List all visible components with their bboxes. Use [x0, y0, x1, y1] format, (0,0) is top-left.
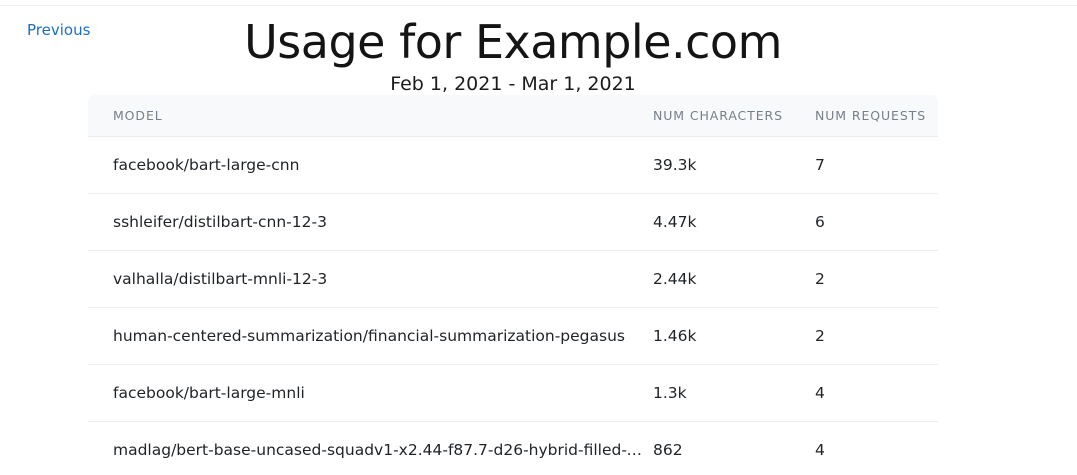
cell-num_chars: 1.3k: [653, 364, 815, 422]
cell-num_chars: 4.47k: [653, 193, 815, 251]
cell-num_requests: 4: [815, 421, 938, 475]
table-row[interactable]: facebook/bart-large-cnn 39.3k 7: [88, 136, 938, 194]
cell-model: human-centered-summarization/financial-s…: [88, 307, 653, 365]
table-row[interactable]: valhalla/distilbart-mnli-12-3 2.44k 2: [88, 250, 938, 308]
cell-model: valhalla/distilbart-mnli-12-3: [88, 250, 653, 308]
cell-model: madlag/bert-base-uncased-squadv1-x2.44-f…: [88, 421, 653, 475]
cell-num_chars: 2.44k: [653, 250, 815, 308]
cell-model: facebook/bart-large-mnli: [88, 364, 653, 422]
cell-num_requests: 4: [815, 364, 938, 422]
table-header: MODEL NUM CHARACTERS NUM REQUESTS: [88, 95, 938, 137]
cell-num_requests: 6: [815, 193, 938, 251]
table-row[interactable]: facebook/bart-large-mnli 1.3k 4: [88, 364, 938, 422]
cell-num_chars: 39.3k: [653, 136, 815, 194]
table-row[interactable]: human-centered-summarization/financial-s…: [88, 307, 938, 365]
table-row[interactable]: sshleifer/distilbart-cnn-12-3 4.47k 6: [88, 193, 938, 251]
page-header: Usage for Example.com Feb 1, 2021 - Mar …: [0, 14, 1026, 96]
cell-num_chars: 1.46k: [653, 307, 815, 365]
usage-table-container: MODEL NUM CHARACTERS NUM REQUESTS facebo…: [88, 95, 938, 475]
column-header-model[interactable]: MODEL: [88, 95, 653, 137]
cell-num_requests: 2: [815, 307, 938, 365]
cell-num_requests: 7: [815, 136, 938, 194]
date-range-subtitle: Feb 1, 2021 - Mar 1, 2021: [390, 73, 636, 95]
column-header-num-characters[interactable]: NUM CHARACTERS: [653, 95, 815, 137]
cell-model: facebook/bart-large-cnn: [88, 136, 653, 194]
table-row[interactable]: madlag/bert-base-uncased-squadv1-x2.44-f…: [88, 421, 938, 475]
column-header-num-requests[interactable]: NUM REQUESTS: [815, 95, 938, 137]
cell-model: sshleifer/distilbart-cnn-12-3: [88, 193, 653, 251]
table-header-row: MODEL NUM CHARACTERS NUM REQUESTS: [88, 95, 938, 137]
page-title: Usage for Example.com: [244, 15, 782, 69]
table-body: facebook/bart-large-cnn 39.3k 7 sshleifer/d…: [88, 136, 938, 475]
cell-num_requests: 2: [815, 250, 938, 308]
usage-table: MODEL NUM CHARACTERS NUM REQUESTS facebo…: [88, 95, 938, 475]
previous-link[interactable]: Previous: [27, 21, 91, 39]
cell-num_chars: 862: [653, 421, 815, 475]
navbar-bottom-divider: [0, 5, 1077, 6]
